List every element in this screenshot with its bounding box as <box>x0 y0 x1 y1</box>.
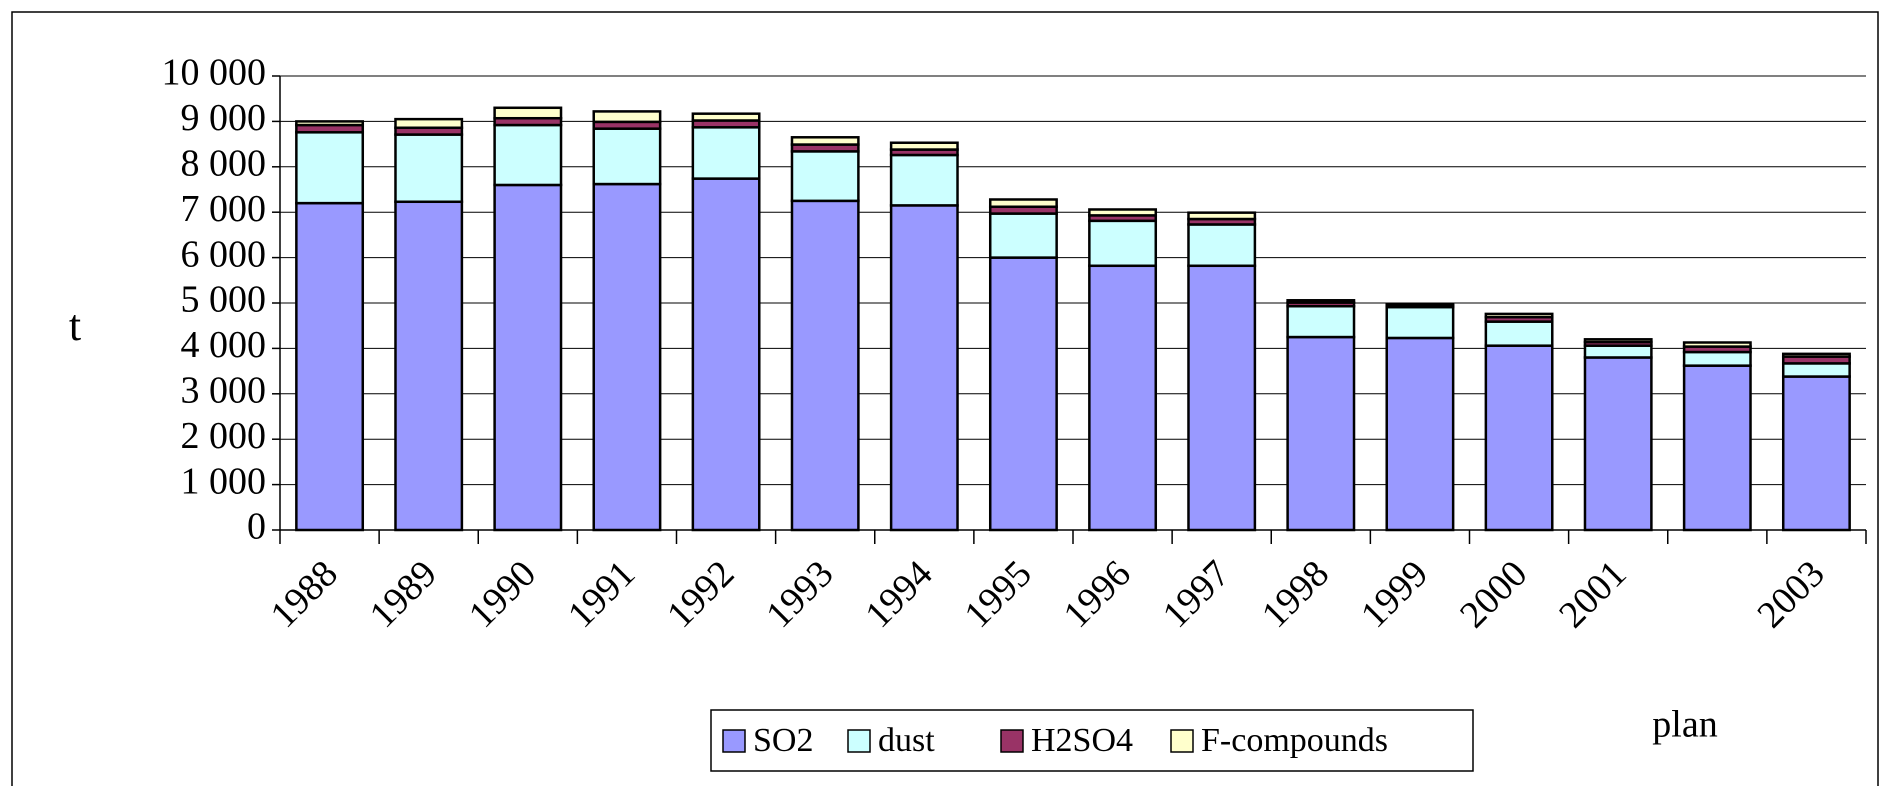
x-tick-label: 1997 <box>1155 553 1238 636</box>
legend-label: F-compounds <box>1201 722 1388 759</box>
y-tick-label: 0 <box>247 506 266 548</box>
bar-segment <box>592 182 662 532</box>
bar-segment <box>1088 219 1158 268</box>
bar-segment <box>1484 320 1554 347</box>
legend-box <box>710 709 1474 772</box>
y-tick-label: 5 000 <box>181 279 267 321</box>
bar-segment <box>988 198 1058 209</box>
bar-segment <box>394 117 464 130</box>
x-tick-label: 1994 <box>857 553 940 636</box>
x-tick-label: 1992 <box>659 553 742 636</box>
legend-swatch <box>722 729 746 753</box>
bar-segment <box>1385 302 1455 307</box>
bar-segment <box>1385 336 1455 532</box>
legend-label: dust <box>878 722 935 759</box>
bar-segment <box>1187 211 1257 221</box>
y-axis-label: t <box>69 301 81 350</box>
bar-segment <box>295 120 365 127</box>
bar-segment <box>988 212 1058 259</box>
y-tick-label: 3 000 <box>181 370 267 412</box>
bar-segment <box>1583 356 1653 532</box>
y-tick-label: 6 000 <box>181 233 267 275</box>
bar-segment <box>1781 362 1851 378</box>
y-tick-label: 10 000 <box>162 52 267 94</box>
x-tick-label: 1988 <box>262 553 345 636</box>
bar-segment <box>889 204 959 532</box>
bar-segment <box>394 200 464 532</box>
bar-segment <box>1187 264 1257 532</box>
bar-segment <box>592 110 662 124</box>
bar-segment <box>790 136 860 146</box>
x-tick-label: 1990 <box>461 553 544 636</box>
bar-segment <box>691 126 761 180</box>
x-tick-label: 1993 <box>758 553 841 636</box>
y-tick-label: 1 000 <box>181 460 267 502</box>
bar-segment <box>1781 375 1851 532</box>
bar-segment <box>493 123 563 187</box>
bar-segment <box>691 177 761 532</box>
bar-segment <box>1385 305 1455 340</box>
legend-swatch <box>847 729 871 753</box>
x-tick-label: 1989 <box>362 553 445 636</box>
bar-segment <box>1583 344 1653 359</box>
bar-segment <box>1088 208 1158 217</box>
x-tick-label: 1995 <box>956 553 1039 636</box>
bar-segment <box>988 256 1058 532</box>
bar-segment <box>790 199 860 532</box>
bar-segment <box>394 133 464 204</box>
x-tick-label: 2001 <box>1551 553 1634 636</box>
bar-segment <box>1088 264 1158 532</box>
chart-frame <box>11 11 1879 786</box>
x-tick-label: 1996 <box>1055 553 1138 636</box>
bar-segment <box>790 150 860 203</box>
y-tick-label: 8 000 <box>181 143 267 185</box>
bar-segment <box>1583 338 1653 344</box>
legend-label: SO2 <box>753 722 813 759</box>
x-tick-label: 2003 <box>1749 553 1832 636</box>
bar-segment <box>1187 223 1257 268</box>
x-tick-label: 1991 <box>560 553 643 636</box>
y-tick-label: 9 000 <box>181 97 267 139</box>
bar-segment <box>493 106 563 120</box>
bar-segment <box>1286 299 1356 304</box>
bar-segment <box>592 127 662 186</box>
x-tick-label: 1998 <box>1254 553 1337 636</box>
legend-label: H2SO4 <box>1031 722 1133 759</box>
x-tick-label: 2000 <box>1452 553 1535 636</box>
y-tick-label: 4 000 <box>181 324 267 366</box>
y-tick-label: 7 000 <box>181 188 267 230</box>
bar-segment <box>1682 350 1752 367</box>
bar-segment <box>889 153 959 207</box>
legend-swatch <box>1170 729 1194 753</box>
y-tick-label: 2 000 <box>181 415 267 457</box>
x-tick-label: 1999 <box>1353 553 1436 636</box>
bar-segment <box>1286 335 1356 532</box>
bar-segment <box>1682 364 1752 532</box>
legend-swatch <box>1000 729 1024 753</box>
bar-segment <box>1484 344 1554 532</box>
bar-segment <box>691 112 761 122</box>
bar-segment <box>295 131 365 205</box>
annotation: plan <box>1652 704 1717 746</box>
bar-segment <box>1682 341 1752 348</box>
bar-segment <box>889 141 959 151</box>
bar-segment <box>1286 304 1356 339</box>
bar-segment <box>1484 312 1554 319</box>
bar-segment <box>1781 352 1851 358</box>
bar-segment <box>493 183 563 532</box>
bar-segment <box>295 201 365 532</box>
